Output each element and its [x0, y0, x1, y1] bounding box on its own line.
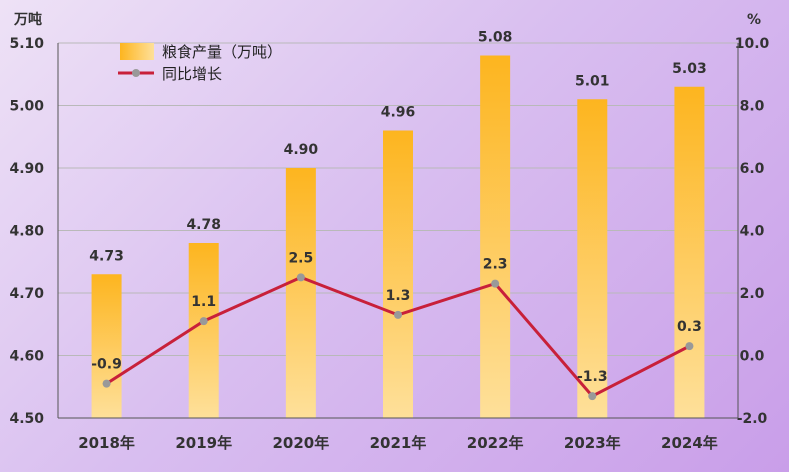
- axes: [57, 43, 739, 419]
- bar: [285, 168, 316, 418]
- right-tick-label: 10.0: [735, 36, 770, 52]
- right-tick-label: 2.0: [740, 286, 765, 302]
- category-label: 2020年: [272, 434, 329, 452]
- category-label: 2022年: [467, 434, 524, 452]
- left-axis-unit: 万吨: [13, 11, 42, 28]
- right-tick-label: -2.0: [737, 411, 768, 427]
- left-tick-label: 4.50: [9, 411, 44, 427]
- line-point: [102, 379, 111, 388]
- legend-bar-label: 粮食产量（万吨）: [162, 43, 282, 61]
- bar-value-label: 5.08: [478, 30, 513, 46]
- bar-value-label: 4.90: [284, 142, 319, 158]
- line-value-label: -1.3: [577, 369, 608, 385]
- line-value-label: 2.3: [483, 257, 508, 273]
- legend: 粮食产量（万吨） 同比增长: [118, 43, 282, 83]
- line-point: [394, 310, 402, 319]
- bar-value-label: 5.03: [672, 61, 707, 77]
- line-value-label: 0.3: [677, 319, 702, 335]
- category-label: 2024年: [661, 434, 718, 452]
- right-tick-label: 8.0: [740, 99, 765, 115]
- left-tick-label: 5.10: [9, 36, 44, 52]
- bar: [577, 99, 608, 418]
- left-tick-label: 5.00: [9, 99, 44, 115]
- right-axis-ticks: -2.0 0.0 2.0 4.0 6.0 8.0 10.0: [735, 36, 770, 427]
- line-value-label: 1.3: [386, 288, 411, 304]
- line-value-label: 2.5: [288, 250, 313, 266]
- category-axis-labels: 2018年 2019年 2020年 2021年 2022年 2023年 2024年: [78, 434, 718, 452]
- bar-series: [91, 55, 705, 418]
- left-tick-label: 4.90: [9, 161, 44, 177]
- category-label: 2018年: [78, 434, 135, 452]
- line-series: [102, 273, 694, 401]
- bar: [383, 130, 413, 418]
- left-tick-label: 4.80: [9, 224, 44, 240]
- category-label: 2023年: [564, 434, 621, 452]
- right-tick-label: 6.0: [740, 161, 765, 177]
- left-axis-ticks: 4.50 4.60 4.70 4.80 4.90 5.00 5.10: [9, 36, 44, 427]
- bar: [91, 274, 122, 418]
- category-label: 2019年: [175, 434, 232, 452]
- left-tick-label: 4.60: [9, 349, 44, 365]
- line-point: [588, 392, 597, 401]
- right-tick-label: 0.0: [740, 349, 765, 365]
- line-point: [491, 279, 500, 288]
- line-value-label: 1.1: [191, 294, 216, 310]
- line-point: [199, 317, 208, 326]
- left-tick-label: 4.70: [9, 286, 44, 302]
- legend-line-marker: [132, 69, 140, 77]
- bar: [674, 86, 705, 418]
- bar-value-label: 4.73: [89, 248, 124, 264]
- line-data-labels: -0.9 1.1 2.5 1.3 2.3 -1.3 0.3: [91, 250, 702, 385]
- line-point: [685, 342, 694, 351]
- bar-data-labels: 4.73 4.78 4.90 4.96 5.08 5.01 5.03: [89, 30, 706, 265]
- category-label: 2021年: [370, 434, 427, 452]
- bar-value-label: 4.78: [186, 217, 221, 233]
- bar: [188, 243, 219, 418]
- legend-bar-swatch: [120, 43, 154, 60]
- bar: [480, 55, 511, 418]
- right-tick-label: 4.0: [740, 224, 765, 240]
- bar-value-label: 5.01: [575, 73, 610, 89]
- right-axis-unit: %: [747, 12, 761, 28]
- line-point: [296, 273, 305, 282]
- line-value-label: -0.9: [91, 357, 122, 373]
- legend-line-label: 同比增长: [162, 65, 222, 83]
- bar-value-label: 4.96: [381, 105, 416, 121]
